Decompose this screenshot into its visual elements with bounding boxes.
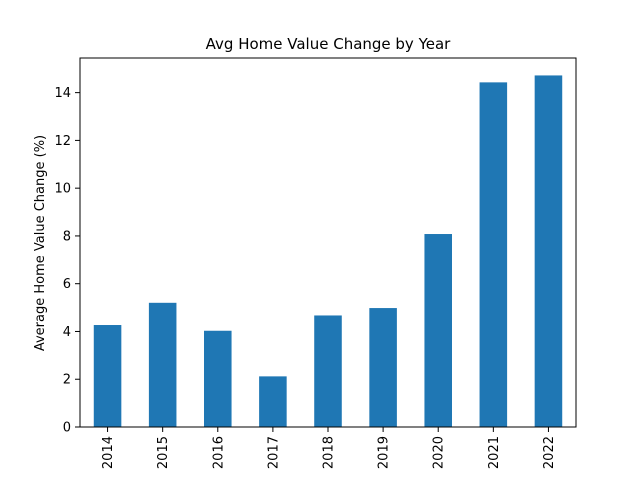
plot-frame — [79, 57, 577, 428]
y-tick-label-6: 6 — [63, 277, 71, 292]
bar-2022 — [534, 75, 563, 428]
y-tick-label-14: 14 — [54, 86, 71, 101]
x-tick-label-2017: 2017 — [266, 436, 281, 469]
x-tick-label-2022: 2022 — [542, 436, 557, 469]
x-tick-label-2015: 2015 — [156, 436, 171, 469]
bar-2018 — [314, 315, 342, 427]
x-tick-label-2014: 2014 — [101, 436, 116, 469]
chart-title: Avg Home Value Change by Year — [206, 35, 452, 53]
bar-2015 — [148, 302, 177, 427]
y-tick-label-4: 4 — [63, 325, 71, 340]
bar-2014 — [93, 325, 122, 427]
x-tick-label-2018: 2018 — [322, 436, 337, 469]
y-axis-title: Average Home Value Change (%) — [33, 135, 48, 351]
x-tick-label-2019: 2019 — [377, 436, 392, 469]
x-tick-label-2016: 2016 — [211, 436, 226, 469]
y-tick-label-0: 0 — [63, 421, 71, 436]
bar-2016 — [204, 330, 232, 427]
bar-2021 — [479, 82, 508, 427]
bar-2019 — [369, 308, 397, 427]
y-tick-label-10: 10 — [54, 182, 71, 197]
bar-2017 — [259, 376, 287, 427]
plot-area: 2014 2015 2016 2017 2018 2019 2020 2021 2022 0 2 4 6… — [54, 75, 563, 469]
y-tick-label-2: 2 — [63, 373, 71, 388]
bar-2020 — [424, 234, 452, 427]
x-tick-label-2020: 2020 — [432, 436, 447, 469]
y-tick-label-12: 12 — [54, 134, 71, 149]
y-tick-label-8: 8 — [63, 229, 71, 244]
x-tick-label-2021: 2021 — [487, 436, 502, 469]
